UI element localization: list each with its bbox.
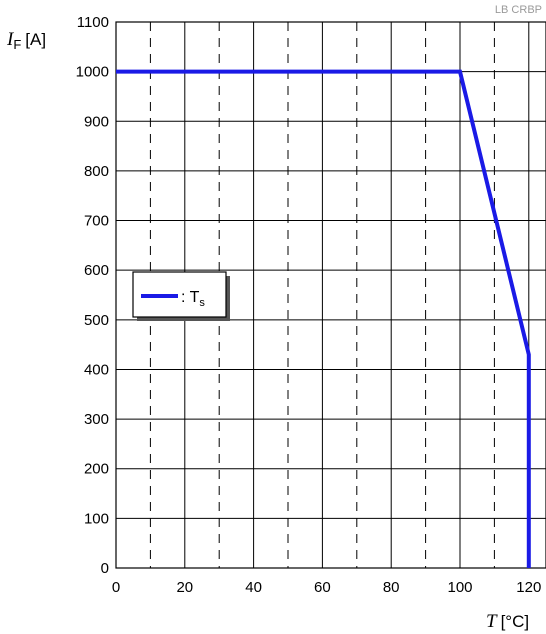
y-tick-label: 800 [84,163,109,180]
series-layer [116,69,531,568]
y-tick-label: 300 [84,411,109,428]
x-tick-label: 120 [516,579,541,596]
y-tick-label: 600 [84,262,109,279]
x-tick-label: 0 [112,579,120,596]
legend: : Ts [132,271,230,321]
y-tick-label: 0 [101,560,109,577]
x-tick-label: 60 [314,579,331,596]
y-axis-var: I [6,29,15,50]
watermark: LB CRBP [495,4,542,16]
y-tick-label: 900 [84,113,109,130]
x-axis-label: T [°C] [486,611,529,632]
legend-label-main: T [190,289,200,306]
y-tick-label: 100 [84,510,109,527]
y-tick-label: 1000 [76,64,109,81]
legend-prefix: : [181,289,190,306]
x-axis-var: T [486,611,498,632]
series-line-Ts [116,69,531,568]
y-tick-label: 200 [84,461,109,478]
x-tick-labels: 0 20 40 60 80 100 120 [112,579,541,596]
y-tick-label: 500 [84,312,109,329]
y-axis-label: IF [A] [6,29,46,52]
y-tick-labels: 0 100 200 300 400 500 600 700 800 900 1000 1100 [76,14,109,577]
legend-label-sub: s [199,297,205,309]
legend-label: : Ts [181,289,205,309]
y-axis-sub: F [13,37,21,52]
x-tick-label: 100 [447,579,472,596]
y-tick-label: 400 [84,361,109,378]
x-tick-label: 40 [245,579,262,596]
x-tick-label: 80 [383,579,400,596]
x-tick-label: 20 [176,579,193,596]
legend-box [132,271,227,318]
y-axis-unit: [A] [25,30,46,49]
y-tick-label: 700 [84,213,109,230]
x-axis-unit: [°C] [501,612,530,631]
y-tick-label: 1100 [77,14,109,31]
plot-frame [115,21,546,569]
